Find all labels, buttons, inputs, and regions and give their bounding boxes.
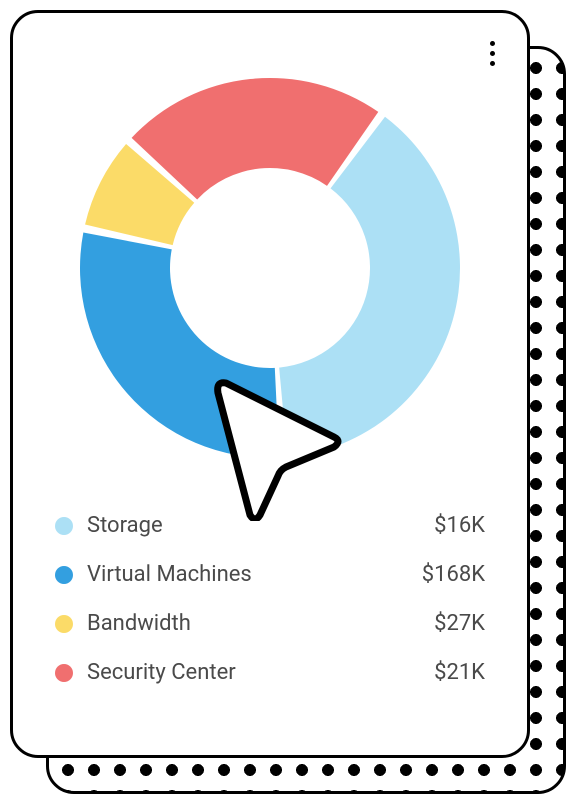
legend-label: Bandwidth (87, 611, 420, 636)
legend-value: $27K (434, 611, 485, 636)
legend-row-security_center[interactable]: Security Center $21K (55, 660, 485, 685)
legend-value: $21K (434, 660, 485, 685)
legend-label: Virtual Machines (87, 562, 408, 587)
legend: Storage$16KVirtual Machines$168KBandwidt… (49, 513, 491, 685)
legend-row-bandwidth[interactable]: Bandwidth $27K (55, 611, 485, 636)
legend-swatch (55, 517, 73, 535)
legend-row-virtual_machines[interactable]: Virtual Machines $168K (55, 562, 485, 587)
legend-value: $168K (422, 562, 485, 587)
legend-label: Security Center (87, 660, 420, 685)
legend-swatch (55, 615, 73, 633)
legend-swatch (55, 566, 73, 584)
legend-label: Storage (87, 513, 420, 538)
donut-chart (49, 43, 491, 513)
donut-slice-virtual_machines[interactable] (80, 233, 279, 458)
cost-breakdown-card: Storage$16KVirtual Machines$168KBandwidt… (10, 10, 530, 758)
legend-value: $16K (434, 513, 485, 538)
legend-row-storage[interactable]: Storage $16K (55, 513, 485, 538)
legend-swatch (55, 664, 73, 682)
